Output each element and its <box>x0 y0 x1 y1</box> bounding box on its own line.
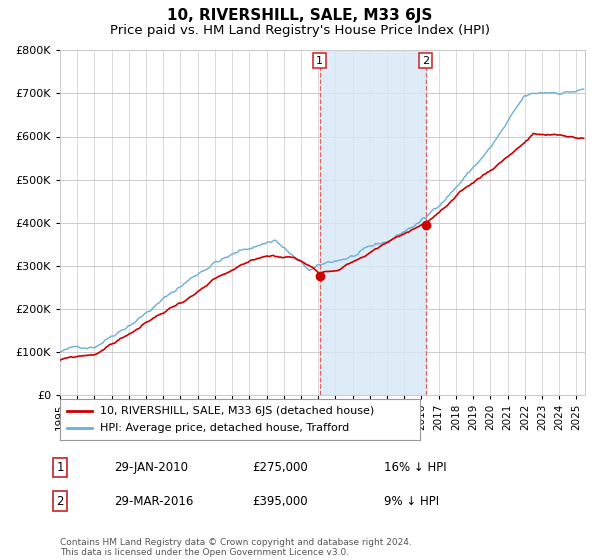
Text: £395,000: £395,000 <box>252 494 308 508</box>
Text: 9% ↓ HPI: 9% ↓ HPI <box>384 494 439 508</box>
Text: 1: 1 <box>56 461 64 474</box>
Text: 2: 2 <box>56 494 64 508</box>
Text: 10, RIVERSHILL, SALE, M33 6JS (detached house): 10, RIVERSHILL, SALE, M33 6JS (detached … <box>100 405 374 416</box>
Text: 29-MAR-2016: 29-MAR-2016 <box>114 494 193 508</box>
Text: HPI: Average price, detached house, Trafford: HPI: Average price, detached house, Traf… <box>100 423 349 433</box>
Text: £275,000: £275,000 <box>252 461 308 474</box>
Text: 16% ↓ HPI: 16% ↓ HPI <box>384 461 446 474</box>
Text: 1: 1 <box>316 55 323 66</box>
Text: 2: 2 <box>422 55 430 66</box>
Text: 29-JAN-2010: 29-JAN-2010 <box>114 461 188 474</box>
Text: 10, RIVERSHILL, SALE, M33 6JS: 10, RIVERSHILL, SALE, M33 6JS <box>167 8 433 24</box>
Text: Price paid vs. HM Land Registry's House Price Index (HPI): Price paid vs. HM Land Registry's House … <box>110 24 490 36</box>
Text: Contains HM Land Registry data © Crown copyright and database right 2024.
This d: Contains HM Land Registry data © Crown c… <box>60 538 412 557</box>
Bar <box>320 50 426 395</box>
